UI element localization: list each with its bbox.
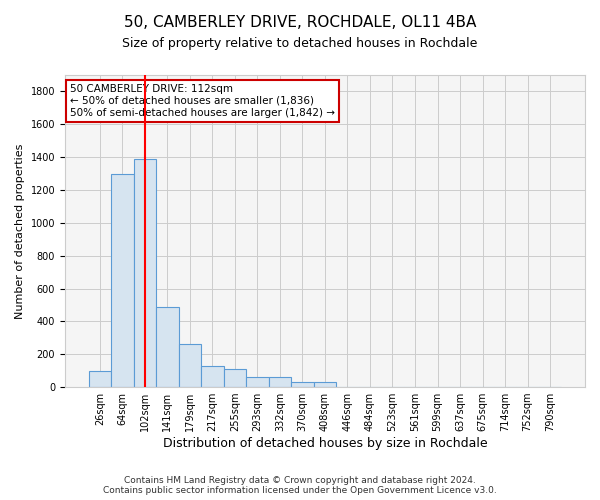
Bar	[179, 344, 201, 387]
Y-axis label: Number of detached properties: Number of detached properties	[15, 144, 25, 318]
Bar	[156, 306, 179, 387]
X-axis label: Distribution of detached houses by size in Rochdale: Distribution of detached houses by size …	[163, 437, 487, 450]
Text: 50 CAMBERLEY DRIVE: 112sqm
← 50% of detached houses are smaller (1,836)
50% of s: 50 CAMBERLEY DRIVE: 112sqm ← 50% of deta…	[70, 84, 335, 117]
Bar	[201, 366, 224, 387]
Bar	[134, 159, 156, 387]
Bar	[224, 369, 246, 387]
Bar	[269, 377, 291, 387]
Bar	[111, 174, 134, 387]
Bar	[246, 377, 269, 387]
Text: 50, CAMBERLEY DRIVE, ROCHDALE, OL11 4BA: 50, CAMBERLEY DRIVE, ROCHDALE, OL11 4BA	[124, 15, 476, 30]
Bar	[89, 370, 111, 387]
Text: Size of property relative to detached houses in Rochdale: Size of property relative to detached ho…	[122, 38, 478, 51]
Bar	[314, 382, 336, 387]
Text: Contains HM Land Registry data © Crown copyright and database right 2024.
Contai: Contains HM Land Registry data © Crown c…	[103, 476, 497, 495]
Bar	[291, 382, 314, 387]
